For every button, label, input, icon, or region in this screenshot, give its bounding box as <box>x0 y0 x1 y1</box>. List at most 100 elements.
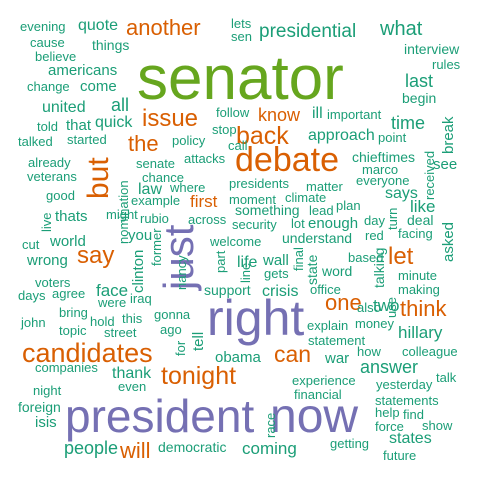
word-yesterday: yesterday <box>376 377 433 392</box>
word-another: another <box>126 15 201 40</box>
word-nomination: nomination <box>116 180 131 244</box>
word-policy: policy <box>172 133 206 148</box>
word-help: help <box>375 405 400 420</box>
word-gonna: gonna <box>154 307 191 322</box>
word-former: former <box>149 228 164 266</box>
word-also: also <box>357 300 381 315</box>
word-what: what <box>380 18 423 40</box>
word-quick: quick <box>95 114 133 131</box>
word-think: think <box>400 296 447 321</box>
word-last: last <box>405 71 434 91</box>
word-live: live <box>39 212 54 232</box>
word-life: life <box>237 254 258 271</box>
word-presidential: presidential <box>259 21 357 42</box>
word-companies: companies <box>35 360 98 375</box>
word-tell: tell <box>190 331 207 351</box>
word-obama: obama <box>215 349 261 366</box>
word-states: states <box>389 430 432 447</box>
word-isis: isis <box>35 414 57 431</box>
word-change: change <box>27 79 70 94</box>
word-welcome: welcome <box>210 234 262 249</box>
word-making: making <box>398 282 440 297</box>
word-understand: understand <box>282 230 353 246</box>
word-across: across <box>188 212 227 227</box>
word-ago: ago <box>160 322 182 337</box>
word-iraq: iraq <box>130 291 152 306</box>
word-started: started <box>67 132 107 147</box>
word-can: can <box>274 341 312 367</box>
word-deal: deal <box>407 212 434 228</box>
word-law: law <box>138 181 163 198</box>
word-come: come <box>80 78 117 95</box>
word-moment: moment <box>229 192 276 207</box>
word-debate: debate <box>235 141 339 179</box>
word-crisis: crisis <box>262 283 299 300</box>
word-but: but <box>82 157 115 199</box>
word-day: day <box>364 213 385 228</box>
word-rules: rules <box>432 57 461 72</box>
word-financial: financial <box>294 387 342 402</box>
word-marco: marco <box>362 162 399 177</box>
word-received: received <box>422 150 437 200</box>
word-coming: coming <box>242 439 297 458</box>
word-senator: senator <box>137 44 344 113</box>
word-ill: ill <box>312 105 323 122</box>
word-candidates: candidates <box>22 338 153 368</box>
word-back: back <box>236 122 289 150</box>
word-see: see <box>433 156 458 173</box>
word-united: united <box>42 99 86 116</box>
word-race: race <box>263 412 278 438</box>
word-good: good <box>46 188 75 203</box>
word-sen: sen <box>231 29 252 44</box>
word-plan: plan <box>336 198 361 213</box>
word-know: know <box>258 105 301 125</box>
word-getting: getting <box>330 436 370 451</box>
word-veterans: veterans <box>27 169 77 184</box>
word-all: all <box>111 95 130 115</box>
word-like: like <box>410 197 436 216</box>
word-follow: follow <box>216 105 250 120</box>
word-everyone: everyone <box>356 173 410 188</box>
word-president: president <box>65 390 255 442</box>
word-support: support <box>204 282 251 298</box>
word-let: let <box>388 243 414 270</box>
word-lets: lets <box>231 16 252 31</box>
word-how: how <box>357 344 381 359</box>
word-red: red <box>365 228 384 243</box>
word-chieftimes: chieftimes <box>352 149 416 165</box>
word-hold: hold <box>90 314 115 329</box>
word-attacks: attacks <box>184 151 226 166</box>
word-already: already <box>28 155 71 170</box>
word-statement: statement <box>308 333 366 348</box>
word-begin: begin <box>402 90 437 106</box>
word-first: first <box>190 192 218 211</box>
word-foreign: foreign <box>18 399 61 415</box>
word-based: based <box>348 250 384 265</box>
word-voters: voters <box>35 275 71 290</box>
word-street: street <box>104 325 137 340</box>
word-future: future <box>383 448 417 463</box>
word-were: were <box>98 295 127 310</box>
word-money: money <box>355 316 395 331</box>
word-break: break <box>440 116 457 154</box>
word-topic: topic <box>59 323 87 338</box>
word-the: the <box>128 131 159 156</box>
word-thats: thats <box>55 208 88 225</box>
word-john: john <box>21 315 46 330</box>
word-days: days <box>18 288 46 303</box>
word-talk: talk <box>436 370 457 385</box>
word-say: say <box>77 242 115 269</box>
word-quote: quote <box>78 17 119 34</box>
word-tonight: tonight <box>161 362 237 390</box>
word-turn: turn <box>385 207 400 230</box>
word-cause: cause <box>30 35 65 50</box>
word-explain: explain <box>307 318 349 333</box>
word-answer: answer <box>360 357 419 377</box>
word-example: example <box>131 193 181 208</box>
word-even: even <box>118 379 147 394</box>
word-experience: experience <box>292 373 356 388</box>
word-senate: senate <box>136 156 176 171</box>
word-part: part <box>213 250 228 273</box>
word-wrong: wrong <box>27 252 68 269</box>
word-thank: thank <box>112 365 152 382</box>
